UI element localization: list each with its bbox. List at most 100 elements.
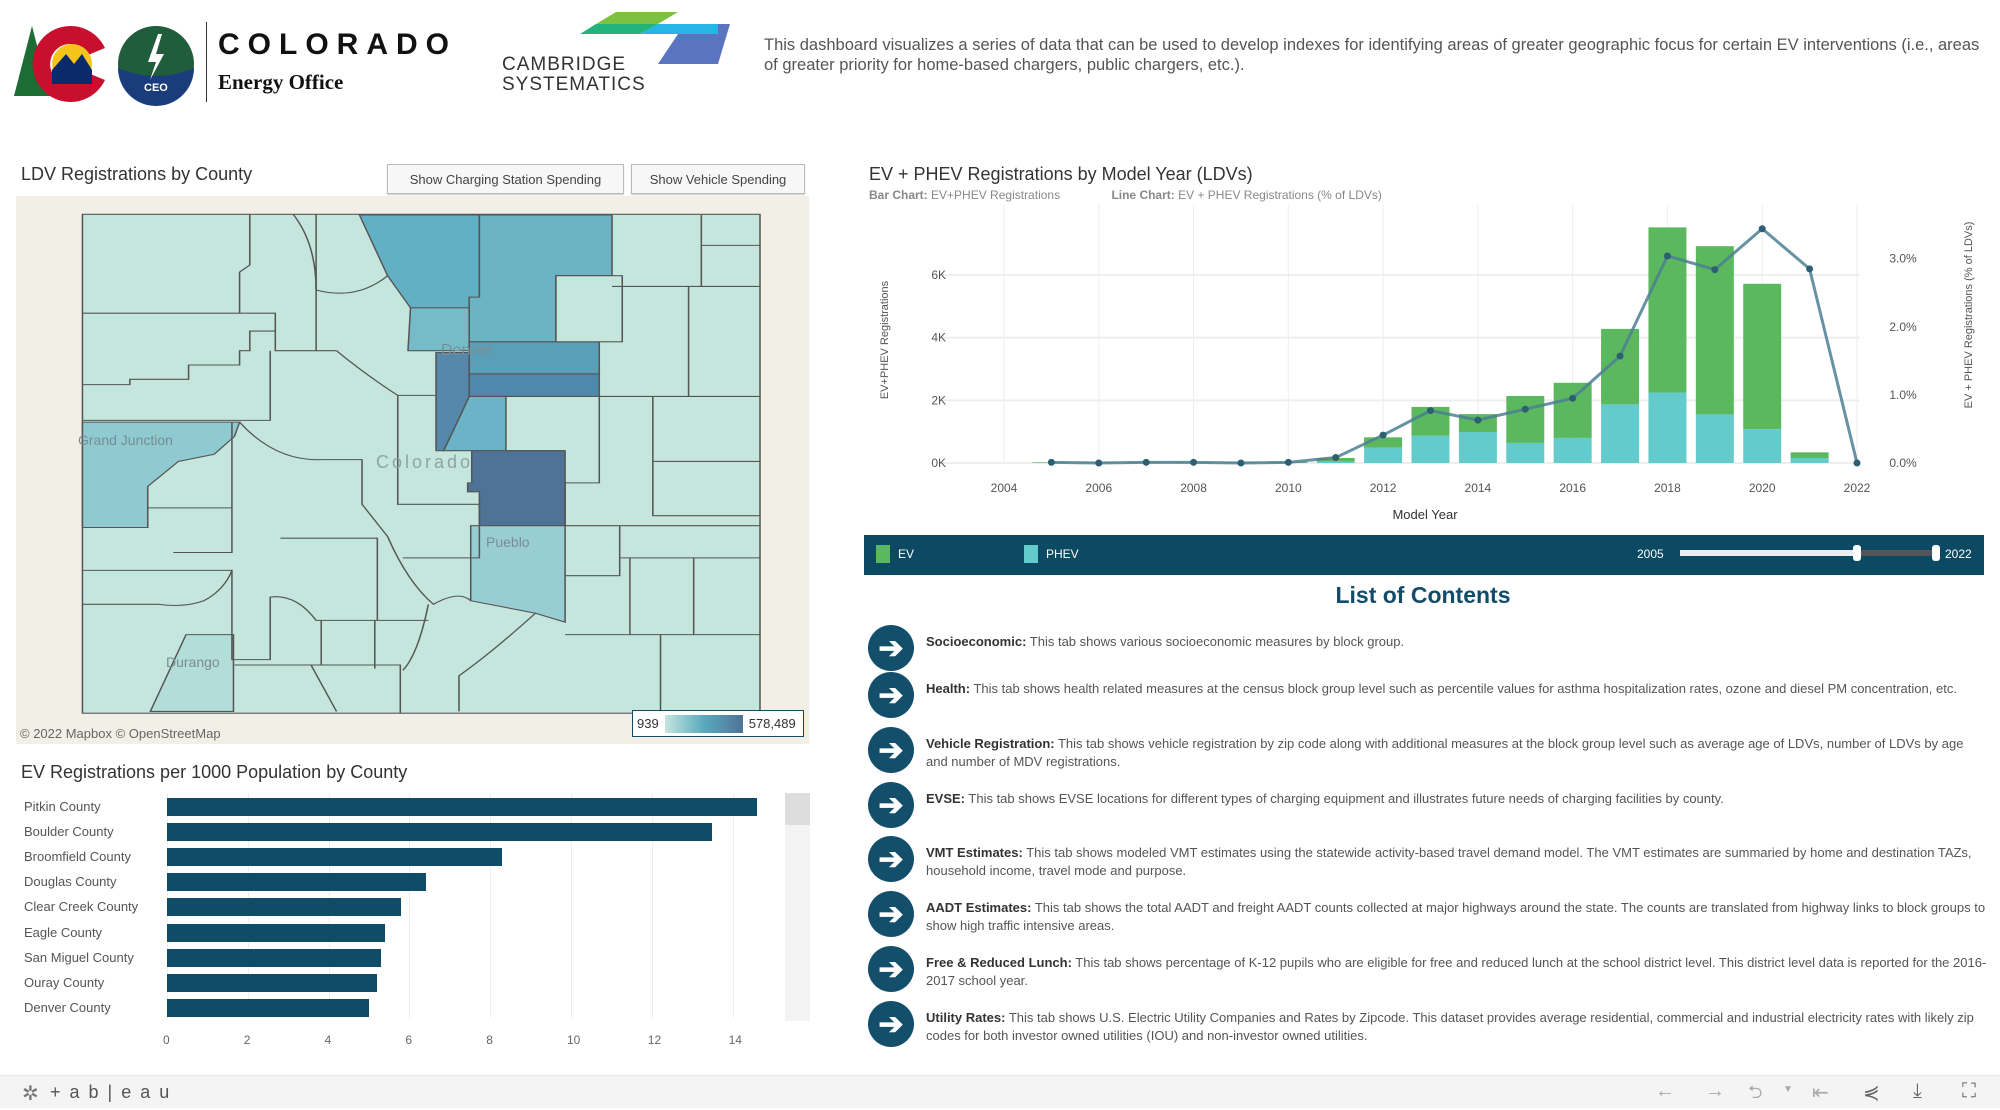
phev-bar[interactable] — [1790, 457, 1829, 463]
county-bar[interactable] — [167, 823, 713, 842]
percent-line[interactable] — [1051, 226, 1859, 465]
fullscreen-icon[interactable]: ⛶ — [1962, 1080, 1976, 1102]
download-icon[interactable]: ⤓ — [1913, 1080, 1922, 1102]
arrow-right-circle-icon[interactable]: ➔ — [868, 782, 914, 828]
cambridge-logo-mark-icon — [580, 12, 730, 64]
county-choropleth[interactable] — [16, 196, 809, 744]
percent-point[interactable] — [1616, 352, 1624, 360]
show-vehicle-spending-button[interactable]: Show Vehicle Spending — [631, 164, 805, 194]
phev-bar[interactable] — [1364, 447, 1403, 463]
arrow-right-circle-icon[interactable]: ➔ — [868, 727, 914, 773]
county-bar[interactable] — [167, 948, 382, 967]
county-bar[interactable] — [167, 873, 426, 892]
toc-item[interactable]: ➔ Socioeconomic: This tab shows various s… — [868, 625, 1988, 671]
county-bar[interactable] — [167, 898, 402, 917]
ev-bar[interactable] — [1364, 437, 1403, 448]
arrow-right-circle-icon[interactable]: ➔ — [868, 625, 914, 671]
county-bar-chart[interactable]: 0 2 4 6 8 10 12 14 Pitkin County Boulder County Br… — [0, 790, 820, 1060]
model-year-chart[interactable]: 2004 2006 2008 2010 2012 2014 2016 2018 2020 2022… — [860, 205, 2000, 525]
arrow-right-circle-icon[interactable]: ➔ — [868, 672, 914, 718]
percent-point[interactable] — [1190, 458, 1198, 466]
phev-bar[interactable] — [1411, 435, 1450, 463]
percent-point[interactable] — [1663, 252, 1671, 260]
tableau-logo[interactable]: + a b | e a u — [50, 1082, 172, 1102]
percent-point[interactable] — [1427, 407, 1434, 415]
x-tick-label: 2 — [243, 1033, 251, 1047]
y2-tick-label: 1.0% — [1889, 388, 1917, 402]
percent-point[interactable] — [1853, 459, 1861, 467]
phev-bar[interactable] — [1743, 429, 1782, 463]
toc-item[interactable]: ➔ Vehicle Registration: This tab shows ve… — [868, 727, 1988, 773]
share-icon[interactable]: ⋞ — [1863, 1082, 1880, 1104]
phev-bar[interactable] — [1648, 392, 1687, 464]
toc-item[interactable]: ➔ Free & Reduced Lunch: This tab shows pe… — [868, 946, 1988, 992]
tableau-logo-icon[interactable]: ✲ — [22, 1083, 39, 1105]
show-charging-station-spending-button[interactable]: Show Charging Station Spending — [387, 164, 624, 194]
percent-point[interactable] — [1142, 458, 1150, 466]
revert-icon[interactable]: ⮌ — [1748, 1082, 1763, 1102]
toc-item-description: This tab shows health related measures a… — [970, 681, 1957, 696]
phev-bar[interactable] — [1601, 404, 1640, 463]
toc-item[interactable]: ➔ VMT Estimates: This tab shows modeled V… — [868, 836, 1988, 882]
county-bar[interactable] — [167, 923, 386, 942]
phev-bar[interactable] — [1553, 437, 1592, 463]
undo-icon[interactable]: ← — [1655, 1080, 1675, 1102]
legend-phev[interactable]: PHEV — [1024, 545, 1079, 563]
phev-bar[interactable] — [1506, 442, 1545, 463]
ev-bar[interactable] — [1506, 395, 1545, 443]
toc-item-text: EVSE: This tab shows EVSE locations for … — [926, 790, 1724, 808]
phev-bar[interactable] — [1316, 461, 1355, 463]
arrow-right-circle-icon[interactable]: ➔ — [868, 891, 914, 937]
reset-icon[interactable]: ⇤ — [1812, 1082, 1829, 1104]
ev-bar[interactable] — [1553, 382, 1592, 438]
toc-item[interactable]: ➔ AADT Estimates: This tab shows the tota… — [868, 891, 1988, 937]
arrow-right-circle-icon[interactable]: ➔ — [868, 1001, 914, 1047]
phev-bar[interactable] — [1458, 431, 1497, 463]
ev-bar[interactable] — [1695, 246, 1734, 415]
x-tick-label: 2008 — [1180, 481, 1207, 495]
map-attribution[interactable]: © 2022 Mapbox © OpenStreetMap — [20, 726, 221, 741]
county-bar[interactable] — [167, 798, 757, 816]
percent-point[interactable] — [1379, 431, 1387, 439]
slider-handle-low[interactable] — [1853, 545, 1861, 561]
slider-handle-high[interactable] — [1932, 545, 1940, 561]
revert-dropdown-icon[interactable]: ▼ — [1783, 1084, 1793, 1095]
ev-bar[interactable] — [1648, 227, 1687, 393]
county-bar[interactable] — [167, 973, 378, 992]
percent-point[interactable] — [1095, 459, 1103, 467]
county-bar[interactable] — [167, 998, 369, 1017]
toc-item[interactable]: ➔ Utility Rates: This tab shows U.S. Elec… — [868, 1001, 1988, 1047]
percent-point[interactable] — [1332, 454, 1340, 462]
county-chart-scrollbar[interactable] — [785, 793, 810, 1021]
percent-point[interactable] — [1474, 416, 1482, 424]
ev-bar[interactable] — [1743, 283, 1782, 430]
percent-point[interactable] — [1569, 394, 1577, 402]
ldv-county-map[interactable]: Denver Grand Junction Colorado Pueblo Du… — [16, 196, 809, 744]
legend-ev[interactable]: EV — [876, 545, 914, 563]
percent-point[interactable] — [1711, 266, 1719, 274]
county-label: Denver County — [24, 999, 111, 1015]
gridline — [651, 793, 653, 1018]
ev-bar[interactable] — [1790, 452, 1829, 458]
county-label: Broomfield County — [24, 849, 131, 865]
year-range-slider[interactable] — [1680, 545, 1940, 561]
county-bar[interactable] — [167, 848, 503, 867]
legend-gradient — [664, 714, 743, 733]
redo-icon[interactable]: → — [1705, 1080, 1725, 1102]
y2-tick-label: 2.0% — [1889, 320, 1917, 334]
county-arapahoe — [468, 373, 601, 397]
scrollbar-thumb[interactable] — [785, 793, 810, 825]
percent-point[interactable] — [1284, 458, 1292, 466]
percent-point[interactable] — [1758, 225, 1766, 233]
percent-point[interactable] — [1806, 265, 1814, 273]
arrow-right-circle-icon[interactable]: ➔ — [868, 836, 914, 882]
percent-point[interactable] — [1521, 405, 1529, 413]
percent-point[interactable] — [1237, 459, 1245, 467]
y-axis-title-label: EV+PHEV Registrations — [879, 280, 891, 399]
arrow-right-circle-icon[interactable]: ➔ — [868, 946, 914, 992]
percent-point[interactable] — [1047, 458, 1055, 466]
toc-item[interactable]: ➔ EVSE: This tab shows EVSE locations for… — [868, 782, 1988, 828]
phev-bar[interactable] — [1695, 414, 1734, 463]
phev-label: PHEV — [1046, 547, 1079, 561]
toc-item[interactable]: ➔ Health: This tab shows health related m… — [868, 672, 1988, 718]
